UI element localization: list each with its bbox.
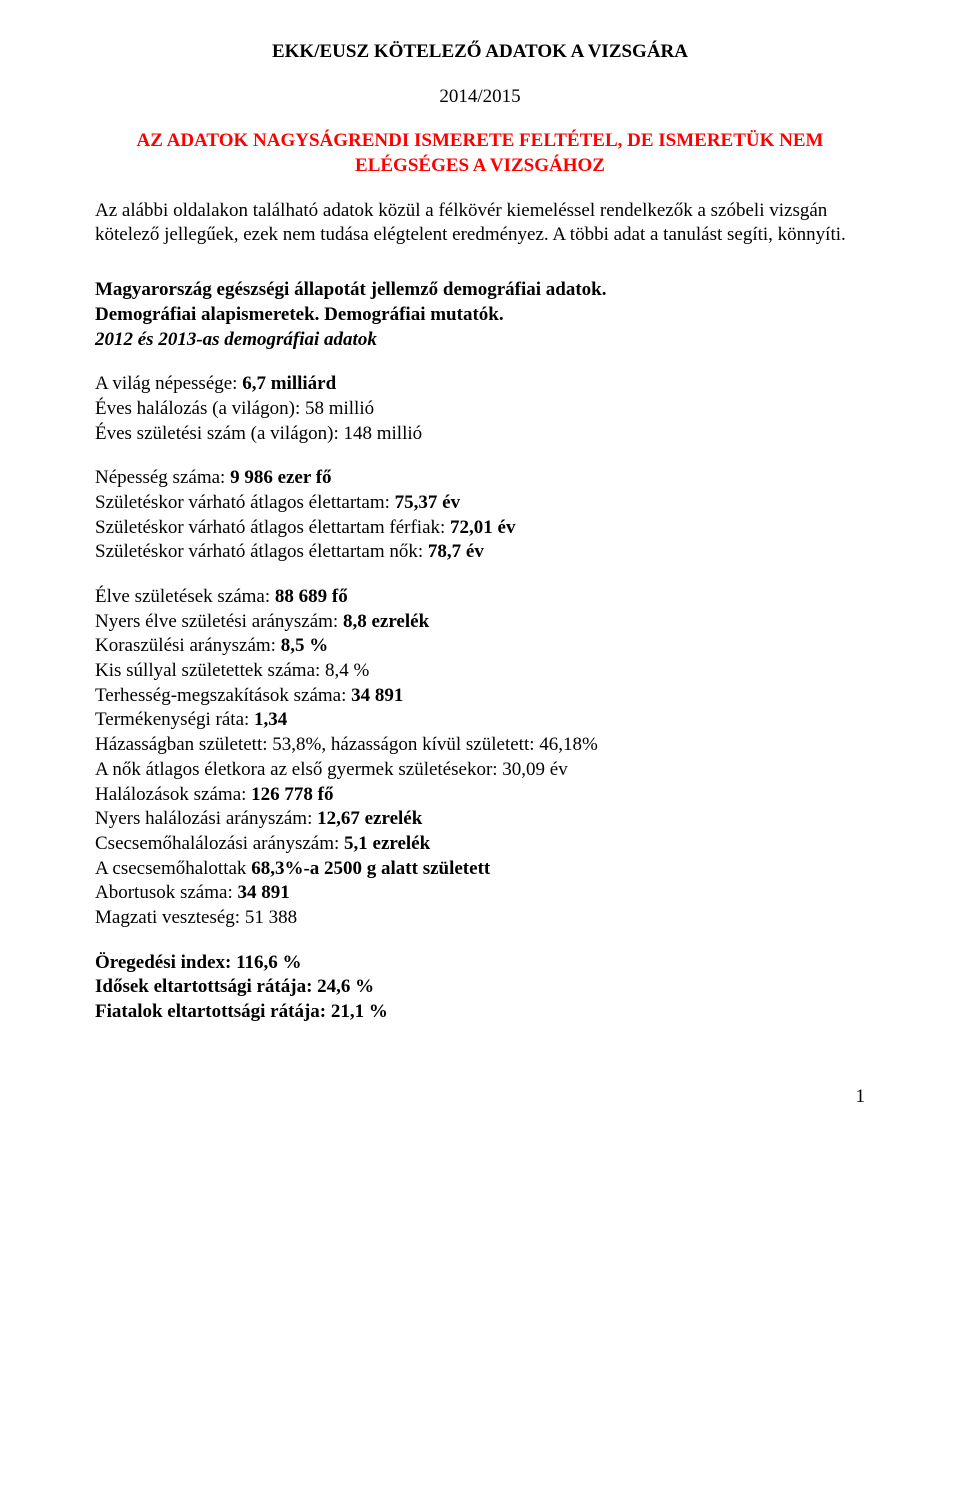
heading-demography: Magyarország egészségi állapotát jellemz… [95, 278, 865, 303]
births-block: Élve születések száma: 88 689 fő Nyers é… [95, 585, 865, 931]
marriage: Házasságban született: 53,8%, házasságon… [95, 733, 865, 758]
crude-birth: Nyers élve születési arányszám: 8,8 ezre… [95, 610, 865, 635]
life-all-value: 75,37 év [395, 492, 460, 513]
abortus-label: Abortusok száma: [95, 882, 237, 903]
infant-weight: A csecsemőhalottak 68,3%-a 2500 g alatt … [95, 857, 865, 882]
aging-index: Öregedési index: 116,6 % [95, 951, 865, 976]
crude-birth-value: 8,8 ezrelék [343, 611, 429, 632]
first-child: A nők átlagos életkora az első gyermek s… [95, 758, 865, 783]
crude-birth-label: Nyers élve születési arányszám: [95, 611, 343, 632]
live-births: Élve születések száma: 88 689 fő [95, 585, 865, 610]
abortions-label: Terhesség-megszakítások száma: [95, 685, 351, 706]
section-heading-block: Magyarország egészségi állapotát jellemz… [95, 278, 865, 352]
youth-dep-value: 21,1 % [331, 1001, 388, 1022]
world-pop-value: 6,7 milliárd [242, 373, 336, 394]
aging-index-label: Öregedési index: [95, 952, 236, 973]
page-number: 1 [95, 1085, 865, 1110]
low-weight: Kis súllyal születettek száma: 8,4 % [95, 659, 865, 684]
abortions-value: 34 891 [351, 685, 403, 706]
elderly-dep: Idősek eltartottsági rátája: 24,6 % [95, 975, 865, 1000]
doc-title: EKK/EUSZ KÖTELEZŐ ADATOK A VIZSGÁRA [95, 40, 865, 65]
fertility-label: Termékenységi ráta: [95, 709, 254, 730]
premature: Koraszülési arányszám: 8,5 % [95, 634, 865, 659]
abortions: Terhesség-megszakítások száma: 34 891 [95, 684, 865, 709]
life-all: Születéskor várható átlagos élettartam: … [95, 491, 865, 516]
abortus-value: 34 891 [237, 882, 289, 903]
deaths: Halálozások száma: 126 778 fő [95, 783, 865, 808]
life-male-label: Születéskor várható átlagos élettartam f… [95, 517, 450, 538]
infant-death: Csecsemőhalálozási arányszám: 5,1 ezrelé… [95, 832, 865, 857]
world-deaths: Éves halálozás (a világon): 58 millió [95, 397, 865, 422]
life-all-label: Születéskor várható átlagos élettartam: [95, 492, 395, 513]
elderly-dep-value: 24,6 % [317, 976, 374, 997]
life-female-label: Születéskor várható átlagos élettartam n… [95, 541, 428, 562]
premature-value: 8,5 % [281, 635, 329, 656]
crude-death-label: Nyers halálozási arányszám: [95, 808, 317, 829]
youth-dep: Fiatalok eltartottsági rátája: 21,1 % [95, 1000, 865, 1025]
hungary-pop-block: Népesség száma: 9 986 ezer fő Születésko… [95, 466, 865, 565]
aging-block: Öregedési index: 116,6 % Idősek eltartot… [95, 951, 865, 1025]
crude-death: Nyers halálozási arányszám: 12,67 ezrelé… [95, 807, 865, 832]
deaths-value: 126 778 fő [251, 784, 333, 805]
life-male-value: 72,01 év [450, 517, 515, 538]
deaths-label: Halálozások száma: [95, 784, 251, 805]
fertility-value: 1,34 [254, 709, 287, 730]
world-pop-label: A világ népessége: [95, 373, 242, 394]
hun-pop-label: Népesség száma: [95, 467, 230, 488]
world-pop: A világ népessége: 6,7 milliárd [95, 372, 865, 397]
live-births-label: Élve születések száma: [95, 586, 275, 607]
youth-dep-label: Fiatalok eltartottsági rátája: [95, 1001, 331, 1022]
fertility: Termékenységi ráta: 1,34 [95, 708, 865, 733]
doc-subtitle: AZ ADATOK NAGYSÁGRENDI ISMERETE FELTÉTEL… [95, 129, 865, 178]
world-block: A világ népessége: 6,7 milliárd Éves hal… [95, 372, 865, 446]
life-female-value: 78,7 év [428, 541, 484, 562]
hun-pop-value: 9 986 ezer fő [230, 467, 331, 488]
infant-weight-pre: A csecsemőhalottak [95, 858, 251, 879]
infant-death-label: Csecsemőhalálozási arányszám: [95, 833, 344, 854]
infant-weight-value: 68,3%-a 2500 g alatt született [251, 858, 490, 879]
hun-pop: Népesség száma: 9 986 ezer fő [95, 466, 865, 491]
subtitle-line2: ELÉGSÉGES A VIZSGÁHOZ [355, 155, 605, 176]
fetal-loss: Magzati veszteség: 51 388 [95, 906, 865, 931]
infant-death-value: 5,1 ezrelék [344, 833, 430, 854]
subtitle-line1: AZ ADATOK NAGYSÁGRENDI ISMERETE FELTÉTEL… [137, 130, 824, 151]
doc-year: 2014/2015 [95, 85, 865, 110]
aging-index-value: 116,6 % [236, 952, 301, 973]
life-female: Születéskor várható átlagos élettartam n… [95, 540, 865, 565]
heading-indicators: Demográfiai alapismeretek. Demográfiai m… [95, 303, 865, 328]
elderly-dep-label: Idősek eltartottsági rátája: [95, 976, 317, 997]
abortus: Abortusok száma: 34 891 [95, 881, 865, 906]
world-births: Éves születési szám (a világon): 148 mil… [95, 422, 865, 447]
crude-death-value: 12,67 ezrelék [317, 808, 422, 829]
live-births-value: 88 689 fő [275, 586, 348, 607]
life-male: Születéskor várható átlagos élettartam f… [95, 516, 865, 541]
intro-paragraph: Az alábbi oldalakon található adatok köz… [95, 199, 865, 248]
premature-label: Koraszülési arányszám: [95, 635, 281, 656]
heading-years: 2012 és 2013-as demográfiai adatok [95, 328, 865, 353]
